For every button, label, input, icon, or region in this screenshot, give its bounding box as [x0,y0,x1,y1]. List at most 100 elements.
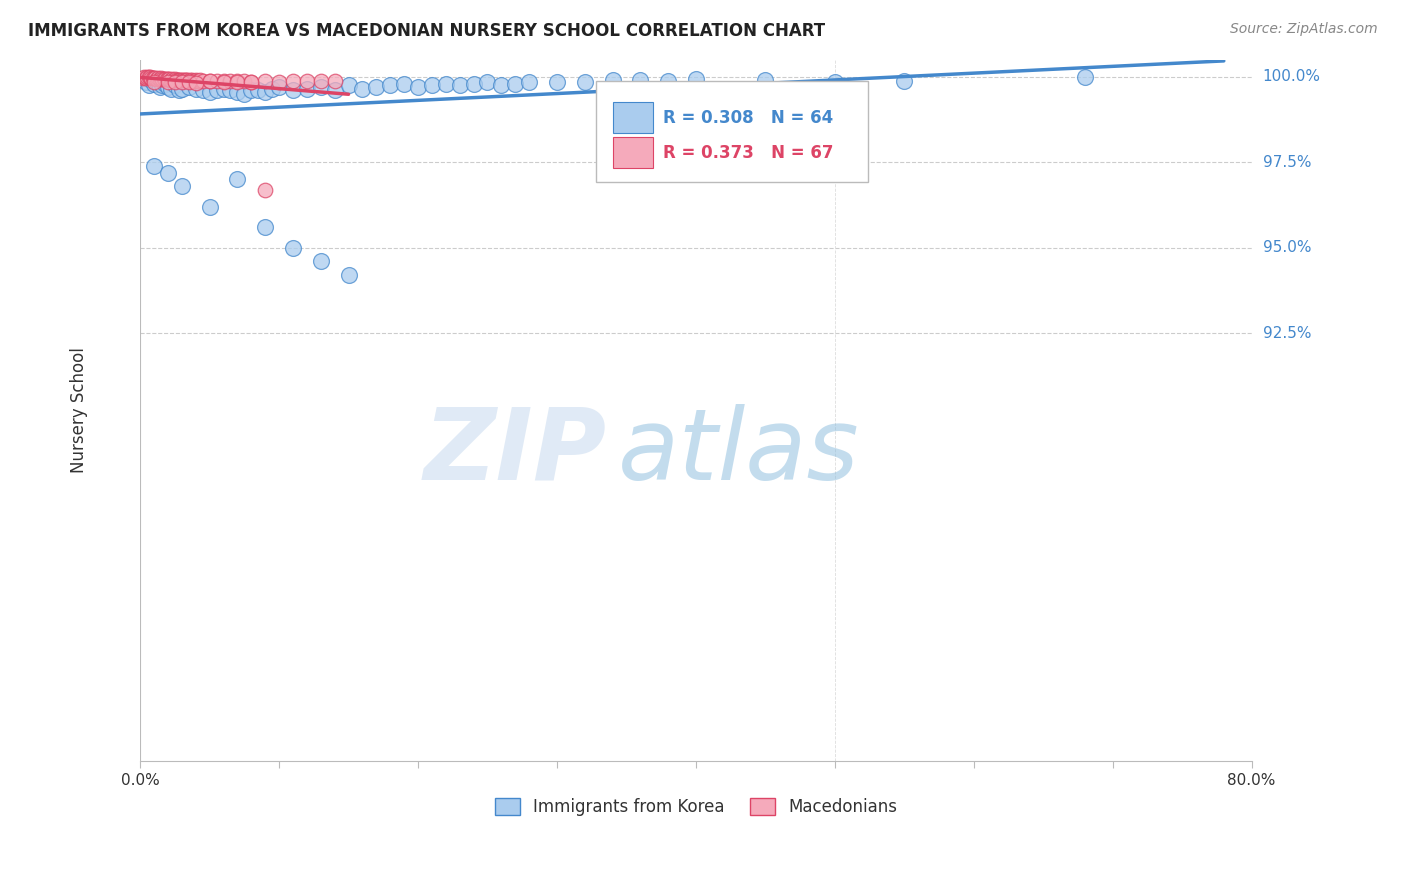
Point [281,83,304,97]
Text: 92.5%: 92.5% [1263,326,1312,341]
Point [172,73,194,87]
Point [138,70,160,84]
Point [240,75,263,89]
Point [176,73,198,87]
Point [180,73,202,87]
Point [146,75,169,89]
Point [602,73,624,87]
Point [156,75,179,89]
Text: Source: ZipAtlas.com: Source: ZipAtlas.com [1230,22,1378,37]
Point [177,74,200,88]
Point [685,72,707,87]
Point [893,74,915,88]
Point [366,80,388,95]
Point [156,72,179,87]
Point [491,78,513,93]
Point [167,73,190,87]
Point [323,83,346,97]
Point [233,87,256,101]
Point [177,75,200,89]
Point [149,72,172,87]
Point [191,74,214,88]
Point [183,74,205,88]
Point [226,172,249,186]
Point [162,72,184,87]
Point [135,75,157,89]
Point [546,75,568,89]
Point [156,165,179,179]
Point [337,268,360,282]
Text: R = 0.308   N = 64: R = 0.308 N = 64 [662,109,832,127]
Text: ZIP: ZIP [425,404,607,501]
Point [309,80,332,95]
Point [188,73,211,87]
Point [240,83,263,97]
FancyBboxPatch shape [596,80,868,182]
Point [156,80,179,95]
Point [170,179,193,194]
Point [226,75,249,89]
FancyBboxPatch shape [613,103,652,133]
Point [233,74,256,88]
Point [152,72,174,87]
Point [184,81,207,95]
Text: Nursery School: Nursery School [70,347,89,474]
Point [254,85,277,99]
Point [254,74,277,88]
Point [503,77,526,91]
Point [212,75,235,89]
Point [219,74,242,88]
Point [226,74,249,88]
Point [135,70,157,85]
Text: R = 0.373   N = 67: R = 0.373 N = 67 [662,144,832,161]
Point [143,77,166,91]
Point [187,74,209,88]
Point [160,72,183,87]
Point [262,81,284,95]
Text: IMMIGRANTS FROM KOREA VS MACEDONIAN NURSERY SCHOOL CORRELATION CHART: IMMIGRANTS FROM KOREA VS MACEDONIAN NURS… [28,22,825,40]
Text: 97.5%: 97.5% [1263,154,1312,169]
Point [281,74,304,88]
Point [163,78,186,93]
Point [177,80,200,95]
Point [198,200,221,214]
Point [152,78,174,93]
Point [132,71,155,86]
Point [434,77,457,91]
Point [139,70,162,85]
Point [463,77,485,91]
Point [165,73,187,87]
Point [212,81,235,95]
Point [166,72,188,87]
Point [205,74,228,88]
Point [574,75,596,89]
Point [149,80,172,95]
Point [406,80,429,95]
Point [143,71,166,86]
Point [159,72,181,87]
Point [179,73,201,87]
Point [142,70,165,85]
Point [169,72,191,87]
Point [148,71,170,86]
Point [254,220,277,235]
Point [380,78,402,93]
Point [170,73,193,87]
Point [181,74,204,88]
Point [392,77,415,91]
Point [141,71,163,86]
Point [167,83,190,97]
Point [143,159,166,173]
Point [153,77,176,91]
Point [191,83,214,97]
Point [198,74,221,88]
Point [141,73,163,87]
Point [163,75,186,89]
Point [517,75,540,89]
Point [309,254,332,268]
Point [247,83,270,97]
Point [219,83,242,97]
Point [449,78,471,93]
Point [174,73,197,87]
Point [628,73,651,87]
